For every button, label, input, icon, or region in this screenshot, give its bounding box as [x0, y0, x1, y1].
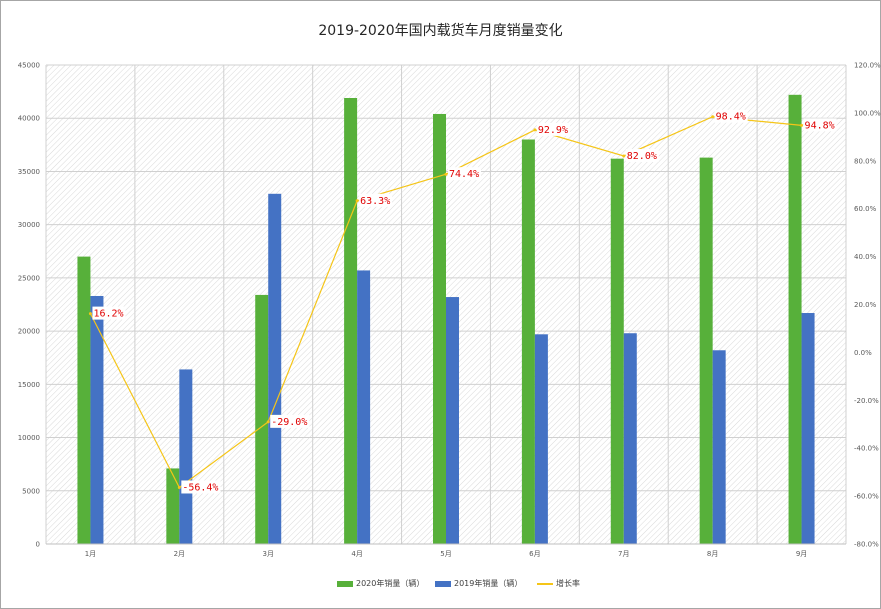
growth-data-label: 92.9%	[536, 122, 570, 136]
y-right-tick-label: -20.0%	[854, 397, 879, 405]
legend: 2020年销量（辆） 2019年销量（辆） 增长率	[0, 578, 881, 592]
growth-data-label-bg	[536, 122, 570, 136]
bar-2019	[357, 270, 371, 544]
growth-data-label: 63.3%	[359, 193, 393, 207]
bar-2020	[433, 113, 446, 544]
bar-2019	[534, 334, 548, 544]
growth-data-label-text: 63.3%	[360, 196, 390, 207]
growth-data-label-bg	[714, 109, 748, 123]
bar-2020	[166, 468, 180, 544]
legend-label-2020: 2020年销量（辆）	[356, 579, 425, 588]
legend-label-growth: 增长率	[556, 579, 580, 588]
y-left-tick-label: 10000	[18, 434, 40, 442]
growth-data-label-bg	[92, 306, 126, 320]
growth-rate-point	[711, 115, 715, 119]
legend-item-2020: 2020年销量（辆）	[337, 578, 424, 589]
legend-item-growth: 增长率	[537, 578, 580, 589]
growth-data-label-bg	[181, 480, 221, 494]
bar-2019	[90, 295, 104, 544]
growth-data-label: 82.0%	[625, 149, 659, 163]
y-right-tick-label: 20.0%	[854, 301, 877, 309]
growth-data-label-bg	[448, 167, 481, 181]
y-right-tick-label: -60.0%	[854, 493, 879, 501]
growth-data-label-bg	[359, 193, 393, 207]
legend-item-2019: 2019年销量（辆）	[435, 578, 522, 589]
x-tick-label: 4月	[351, 550, 362, 558]
x-tick-label: 3月	[262, 550, 273, 558]
y-right-tick-label: -40.0%	[854, 445, 879, 453]
growth-rate-point	[800, 123, 804, 127]
growth-data-label-text: 98.4%	[716, 112, 746, 123]
chart-title: 2019-2020年国内载货车月度销量变化	[318, 23, 563, 39]
growth-data-label: 98.4%	[714, 109, 748, 123]
growth-data-label: 74.4%	[448, 167, 481, 181]
bar-2019	[268, 193, 282, 544]
y-right-tick-label: 40.0%	[854, 253, 877, 261]
y-right-tick-label: -80.0%	[854, 541, 879, 549]
growth-data-label-text: 82.0%	[627, 151, 657, 162]
growth-data-label-text: 16.2%	[93, 309, 123, 320]
y-left-tick-label: 30000	[18, 221, 40, 229]
growth-data-label-bg	[625, 149, 659, 163]
y-left-tick-label: 5000	[22, 487, 40, 495]
growth-rate-point	[355, 199, 359, 203]
y-left-tick-label: 40000	[18, 115, 40, 123]
growth-rate-point	[622, 154, 626, 158]
y-left-tick-label: 25000	[18, 274, 40, 282]
bar-2020	[344, 97, 358, 545]
growth-data-label: 94.8%	[803, 118, 837, 132]
growth-data-label-text: 74.4%	[449, 169, 479, 180]
legend-label-2019: 2019年销量（辆）	[454, 579, 523, 588]
growth-rate-point	[88, 312, 92, 316]
growth-data-label-text: 92.9%	[538, 125, 568, 136]
growth-rate-point	[177, 485, 181, 489]
growth-data-label: 16.2%	[92, 306, 126, 320]
bar-2020	[699, 157, 713, 544]
x-tick-label: 7月	[618, 550, 629, 558]
y-right-tick-label: 100.0%	[854, 109, 881, 117]
growth-data-label: -56.4%	[181, 480, 221, 494]
growth-data-label: -29.0%	[270, 414, 310, 428]
x-tick-label: 5月	[440, 550, 451, 558]
x-tick-label: 6月	[529, 550, 540, 558]
y-right-tick-label: 120.0%	[854, 62, 881, 70]
x-tick-label: 1月	[85, 550, 96, 558]
growth-rate-point	[444, 172, 448, 176]
legend-swatch-2019	[435, 580, 451, 587]
legend-swatch-growth	[537, 582, 553, 585]
x-tick-label: 2月	[174, 550, 185, 558]
bar-2020	[521, 139, 535, 544]
bar-2019	[712, 350, 726, 544]
bar-2020	[255, 294, 269, 544]
bar-2019	[179, 369, 193, 544]
y-left-tick-label: 45000	[18, 62, 40, 70]
y-left-tick-label: 0	[36, 541, 40, 549]
bar-2020	[77, 256, 91, 544]
growth-data-label-bg	[803, 118, 837, 132]
y-left-tick-label: 20000	[18, 328, 40, 336]
bar-2019	[446, 297, 459, 544]
y-left-tick-label: 35000	[18, 168, 40, 176]
bar-2019	[801, 313, 815, 544]
y-right-tick-label: 0.0%	[854, 349, 872, 357]
y-left-tick-label: 15000	[18, 381, 40, 389]
bar-2019	[623, 333, 637, 544]
growth-data-label-text: -29.0%	[271, 417, 307, 428]
y-right-tick-label: 80.0%	[854, 157, 877, 165]
bar-2020	[788, 94, 802, 544]
growth-data-label-text: -56.4%	[182, 482, 218, 493]
growth-rate-point	[533, 128, 537, 132]
y-right-tick-label: 60.0%	[854, 205, 877, 213]
bar-2020	[610, 158, 624, 544]
growth-data-label-bg	[270, 414, 310, 428]
x-tick-label: 9月	[796, 550, 807, 558]
growth-rate-point	[266, 420, 270, 424]
legend-swatch-2020	[337, 580, 353, 587]
growth-data-label-text: 94.8%	[805, 120, 835, 131]
x-tick-label: 8月	[707, 550, 718, 558]
